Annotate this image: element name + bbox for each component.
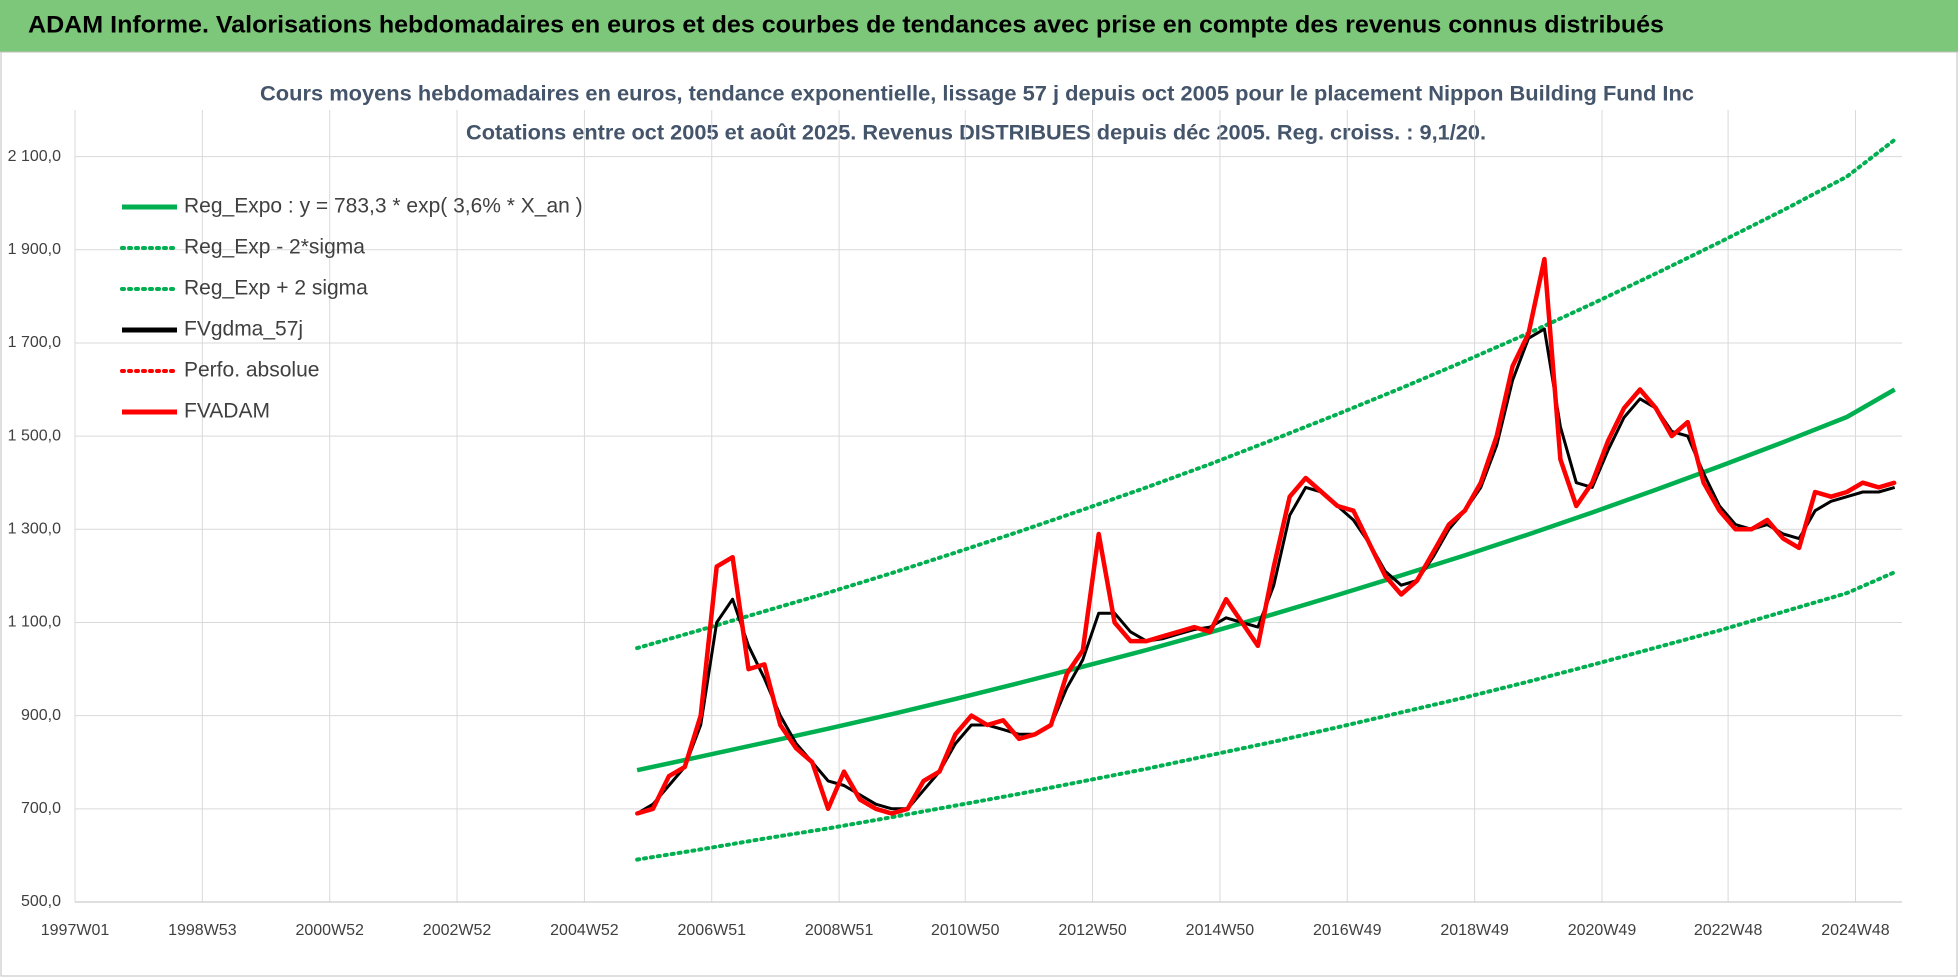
series-line [636, 256, 1896, 816]
x-tick-label: 2012W50 [1058, 922, 1127, 939]
x-tick-label: 2000W52 [295, 922, 364, 939]
y-tick-label: 1 100,0 [8, 614, 61, 631]
x-tick-label: 1997W01 [41, 922, 110, 939]
x-tick-label: 2008W51 [805, 922, 874, 939]
x-tick-label: 2014W50 [1186, 922, 1255, 939]
x-tick-label: 2018W49 [1440, 922, 1509, 939]
y-tick-label: 1 300,0 [8, 521, 61, 538]
series-line [636, 387, 1896, 773]
legend-label: Perfo. absolue [184, 359, 319, 382]
y-tick-label: 2 100,0 [8, 148, 61, 165]
chart-subtitle: Cotations entre oct 2005 et août 2025. R… [466, 122, 1486, 145]
series-line [635, 570, 1897, 862]
y-tick-label: 1 700,0 [8, 334, 61, 351]
y-tick-label: 900,0 [21, 707, 61, 724]
x-tick-label: 1998W53 [168, 922, 237, 939]
y-tick-label: 1 900,0 [8, 241, 61, 258]
legend-label: Reg_Exp + 2 sigma [184, 277, 368, 300]
x-tick-label: 2016W49 [1313, 922, 1382, 939]
y-tick-label: 1 500,0 [8, 427, 61, 444]
x-tick-label: 2006W51 [678, 922, 747, 939]
x-tick-label: 2020W49 [1568, 922, 1637, 939]
x-tick-label: 2002W52 [423, 922, 492, 939]
chart-frame [0, 51, 1958, 977]
header-title: ADAM Informe. Valorisations hebdomadaire… [28, 11, 1664, 38]
chart-title: Cours moyens hebdomadaires en euros, ten… [260, 83, 1694, 106]
legend-label: FVADAM [184, 400, 270, 423]
x-tick-label: 2024W48 [1821, 922, 1890, 939]
legend-label: Reg_Exp - 2*sigma [184, 236, 365, 259]
series-line [635, 137, 1897, 651]
x-tick-label: 2004W52 [550, 922, 619, 939]
legend-label: Reg_Expo : y = 783,3 * exp( 3,6% * X_an … [184, 195, 583, 218]
header-bar [0, 0, 1958, 52]
y-tick-label: 700,0 [21, 800, 61, 817]
x-tick-label: 2022W48 [1694, 922, 1763, 939]
y-tick-label: 500,0 [21, 893, 61, 910]
x-tick-label: 2010W50 [931, 922, 1000, 939]
legend-label: FVgdma_57j [184, 318, 303, 341]
